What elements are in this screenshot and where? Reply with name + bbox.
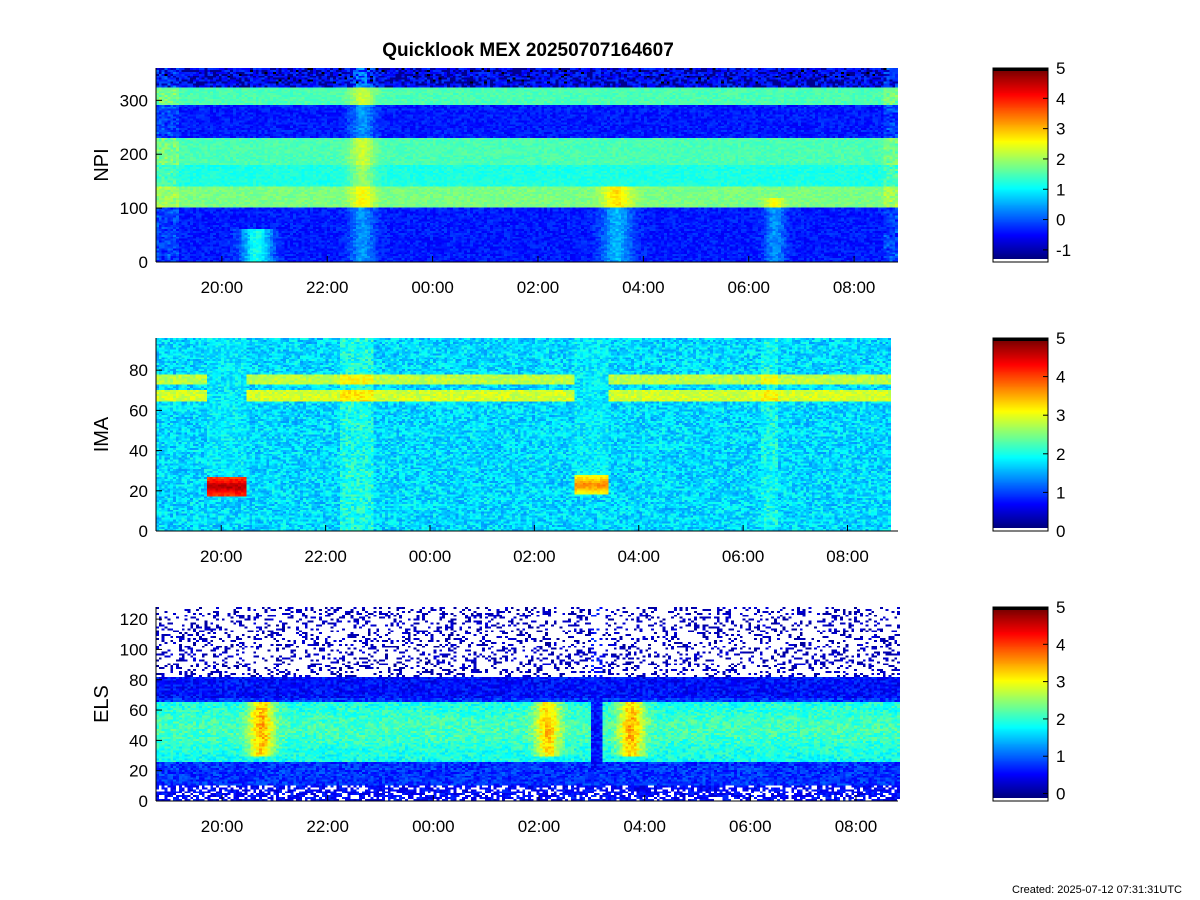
heatmap-ima	[156, 338, 891, 531]
y-tick-label: 200	[120, 145, 148, 164]
y-tick-label: 60	[129, 701, 148, 720]
y-tick-label: 20	[129, 762, 148, 781]
y-tick-label: 80	[129, 671, 148, 690]
x-tick-label: 20:00	[200, 547, 243, 566]
x-tick-label: 08:00	[835, 817, 878, 836]
colorbar-tick-label: 3	[1056, 673, 1065, 692]
y-tick-label: 80	[129, 361, 148, 380]
y-tick-label: 100	[120, 640, 148, 659]
x-tick-label: 04:00	[623, 817, 666, 836]
y-tick-label: 0	[139, 522, 148, 541]
creation-timestamp: Created: 2025-07-12 07:31:31UTC	[1012, 884, 1182, 896]
colorbar-ima	[993, 338, 1048, 531]
y-tick-label: 100	[120, 199, 148, 218]
colorbar-tick-label: 1	[1056, 747, 1065, 766]
x-tick-label: 22:00	[306, 278, 349, 297]
heatmap-npi	[156, 68, 898, 262]
colorbar-tick-label: 4	[1056, 635, 1065, 654]
y-tick-label: 40	[129, 442, 148, 461]
x-tick-label: 02:00	[517, 278, 560, 297]
x-tick-label: 00:00	[409, 547, 452, 566]
x-tick-label: 22:00	[306, 817, 349, 836]
colorbar-tick-label: 5	[1056, 598, 1065, 617]
y-tick-label: 300	[120, 91, 148, 110]
colorbar-tick-label: 3	[1056, 406, 1065, 425]
colorbar-npi	[993, 68, 1048, 262]
x-tick-label: 00:00	[412, 817, 455, 836]
x-tick-label: 20:00	[201, 817, 244, 836]
colorbar-tick-label: 2	[1056, 150, 1065, 169]
y-tick-label: 60	[129, 401, 148, 420]
y-tick-label: 0	[139, 253, 148, 272]
x-tick-label: 08:00	[833, 278, 876, 297]
y-axis-label: IMA	[91, 416, 113, 452]
x-tick-label: 02:00	[518, 817, 561, 836]
y-axis-label: ELS	[91, 685, 113, 723]
x-tick-label: 04:00	[622, 278, 665, 297]
colorbar-tick-label: 5	[1056, 59, 1065, 78]
x-tick-label: 00:00	[411, 278, 454, 297]
colorbar-els	[993, 607, 1048, 801]
colorbar-tick-label: 0	[1056, 785, 1065, 804]
y-tick-label: 40	[129, 731, 148, 750]
y-tick-label: 120	[120, 610, 148, 629]
colorbar-tick-label: 0	[1056, 211, 1065, 230]
colorbar-tick-label: 3	[1056, 120, 1065, 139]
x-tick-label: 20:00	[201, 278, 244, 297]
x-tick-label: 06:00	[722, 547, 765, 566]
colorbar-tick-label: 1	[1056, 483, 1065, 502]
colorbar-tick-label: 5	[1056, 329, 1065, 348]
colorbar-tick-label: 0	[1056, 522, 1065, 541]
colorbar-tick-label: 4	[1056, 368, 1065, 387]
y-tick-label: 0	[139, 792, 148, 811]
x-tick-label: 08:00	[826, 547, 869, 566]
y-tick-label: 20	[129, 482, 148, 501]
x-tick-label: 02:00	[513, 547, 556, 566]
x-tick-label: 06:00	[729, 817, 772, 836]
colorbar-tick-label: 2	[1056, 445, 1065, 464]
figure-title: Quicklook MEX 20250707164607	[382, 40, 674, 61]
colorbar-tick-label: 2	[1056, 710, 1065, 729]
y-axis-label: NPI	[91, 148, 113, 181]
colorbar-tick-label: -1	[1056, 241, 1071, 260]
heatmap-els	[156, 607, 900, 801]
colorbar-tick-label: 4	[1056, 89, 1065, 108]
x-tick-label: 22:00	[304, 547, 347, 566]
x-tick-label: 06:00	[727, 278, 770, 297]
colorbar-tick-label: 1	[1056, 180, 1065, 199]
x-tick-label: 04:00	[617, 547, 660, 566]
